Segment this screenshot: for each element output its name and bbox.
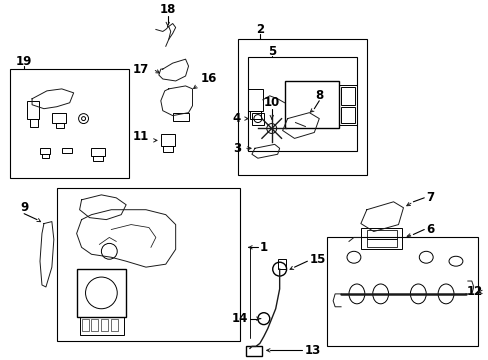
Bar	[277, 259, 285, 269]
Text: 16: 16	[200, 72, 216, 85]
Bar	[247, 57, 356, 151]
Bar	[338, 85, 356, 125]
Text: 10: 10	[263, 96, 279, 109]
Text: 4: 4	[232, 112, 241, 125]
Bar	[238, 39, 366, 175]
Bar	[27, 101, 39, 118]
Bar	[52, 113, 65, 122]
Bar	[30, 118, 38, 126]
Bar	[172, 113, 188, 121]
Text: 9: 9	[20, 201, 28, 214]
Bar	[366, 230, 396, 239]
Bar	[326, 238, 477, 346]
Text: 15: 15	[309, 253, 325, 266]
Bar	[161, 134, 174, 146]
Text: 2: 2	[255, 23, 264, 36]
Bar	[247, 89, 262, 111]
Bar	[77, 269, 126, 317]
Text: 13: 13	[304, 344, 320, 357]
Bar	[101, 319, 108, 330]
Text: 3: 3	[232, 142, 241, 155]
Text: 7: 7	[426, 191, 433, 204]
Bar	[91, 319, 98, 330]
Bar	[245, 346, 261, 356]
Text: 5: 5	[267, 45, 275, 58]
Text: 12: 12	[466, 285, 482, 298]
Bar	[42, 154, 49, 158]
Bar	[111, 319, 118, 330]
Text: 8: 8	[314, 89, 323, 102]
Bar	[340, 87, 354, 105]
Bar	[80, 317, 124, 334]
Bar	[284, 81, 338, 129]
Bar	[91, 148, 105, 156]
Bar	[340, 107, 354, 122]
Bar	[366, 239, 396, 247]
Text: 11: 11	[132, 130, 149, 143]
Bar	[40, 148, 50, 154]
Bar	[251, 113, 263, 125]
Text: 19: 19	[16, 55, 32, 68]
Bar	[56, 122, 63, 129]
Text: 1: 1	[259, 241, 267, 254]
Bar	[57, 188, 240, 341]
Text: 17: 17	[133, 63, 149, 76]
Bar	[249, 111, 260, 118]
Bar	[360, 228, 402, 249]
Text: 6: 6	[426, 223, 434, 236]
Text: 14: 14	[231, 312, 247, 325]
Bar	[10, 69, 129, 178]
Bar	[93, 156, 103, 161]
Bar	[163, 146, 172, 152]
Bar	[81, 319, 88, 330]
Bar	[61, 148, 72, 153]
Text: 18: 18	[159, 3, 176, 16]
